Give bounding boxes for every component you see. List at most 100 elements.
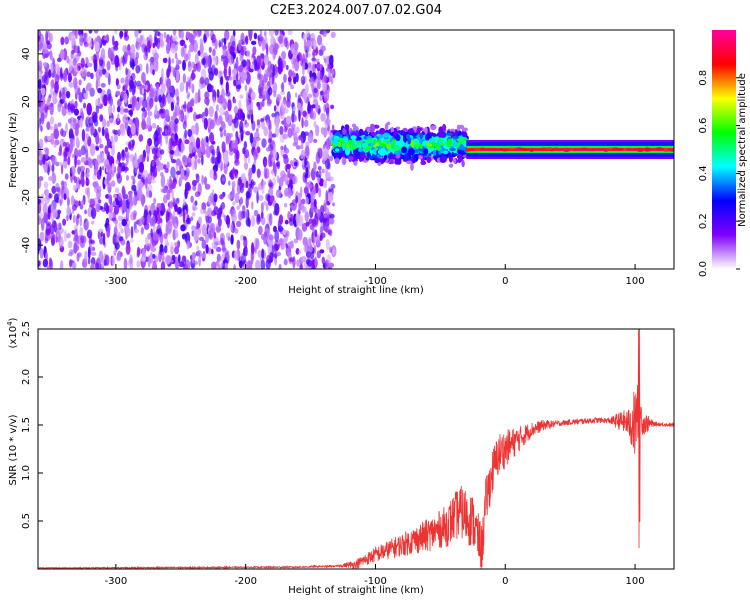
spectrogram-cell (185, 80, 189, 94)
spectrogram-cell (324, 93, 330, 99)
spectrogram-cell (76, 159, 81, 166)
spectrogram-cell (317, 147, 323, 159)
y-tick-label: 40 (21, 48, 32, 61)
spectrogram-cell (86, 172, 90, 178)
spectrogram-cell (208, 105, 214, 118)
figure-title: C2E3.2024.007.07.02.G04 (270, 3, 442, 18)
spectrogram-cell (250, 64, 254, 70)
y-tick-label: 0.5 (21, 513, 32, 529)
spectrogram-cell (271, 112, 276, 118)
spectrogram-cell (45, 30, 49, 44)
spectrogram-cell (39, 248, 44, 259)
spectrogram-cell (169, 212, 173, 220)
spectrogram-cell (458, 143, 465, 152)
spectrogram-cell (234, 113, 240, 121)
spectrogram-cell (191, 83, 195, 94)
spectrogram-cell (325, 238, 330, 251)
spectrogram-cell (291, 112, 295, 124)
spectrogram-cell (186, 240, 190, 250)
spectrogram-cell (414, 138, 419, 144)
spectrogram-cell (127, 118, 133, 125)
spectrogram-cell (79, 33, 84, 47)
spectrogram-cell (131, 139, 136, 147)
spectrogram-cell (122, 45, 127, 53)
spectrogram-cell (111, 163, 115, 172)
spectrogram-cell (145, 177, 148, 190)
spectrogram-cell (281, 59, 287, 68)
spectrogram-cell (147, 204, 151, 213)
spectrogram-cell (430, 125, 436, 130)
y-tick-label: 0 (21, 146, 32, 152)
spectrogram-cell (195, 225, 199, 230)
spectrogram-cell (133, 159, 139, 169)
spectrogram-cell (122, 55, 125, 67)
spectrogram-cell (145, 186, 150, 199)
spectrogram-cell (106, 88, 112, 102)
spectrogram-cell (215, 246, 222, 253)
spectrogram-cell (86, 167, 90, 174)
spectrogram-cell (313, 120, 317, 128)
spectrogram-cell (181, 30, 184, 40)
spectrogram-cell (137, 180, 143, 193)
snr-panel: -300 -200 -100 0 100 0.5 1.0 1.5 2.0 2.5 Height … (6, 317, 675, 596)
snr-frame (37, 328, 675, 570)
spectrogram-cell (293, 41, 299, 51)
spectrogram-cell (291, 127, 295, 136)
spectrogram-cell (205, 145, 211, 159)
spectrogram-cell (98, 199, 102, 204)
spectrogram-cell (192, 111, 198, 122)
spectrogram-cell (163, 31, 167, 39)
spectrogram-cell (207, 209, 211, 215)
spectrogram-cell (236, 239, 241, 250)
spectrogram-cell (269, 195, 273, 203)
spectrogram-cell (298, 135, 302, 141)
spectrogram-cell (184, 187, 188, 200)
spectrogram-cell (358, 128, 364, 136)
spectrogram-cell (178, 113, 183, 122)
spectrogram-cell (87, 36, 93, 45)
spectrogram-cell (313, 39, 317, 50)
spectrogram-cell (309, 251, 315, 260)
spectrogram-cell (315, 170, 319, 178)
spectrogram-cell (200, 253, 206, 259)
spectrogram-cell (401, 146, 407, 154)
spectrogram-cell (85, 126, 90, 132)
spectrogram-cell (233, 79, 237, 87)
spectrogram-cell (38, 78, 42, 90)
spectrogram-cell (44, 237, 49, 244)
spectrogram-cell (414, 148, 420, 154)
spectrogram-cell (118, 222, 123, 229)
spectrogram-cell (535, 147, 540, 150)
spectrogram-cell (174, 241, 180, 247)
spectrogram-cell (138, 96, 143, 108)
spectrogram-cell (283, 236, 289, 242)
spectrogram-cell (242, 68, 248, 73)
colorbar-tick-label: 0.8 (698, 70, 709, 86)
spectrogram-cell (50, 86, 53, 98)
spectrogram-cell (171, 158, 177, 164)
spectrogram-cell (242, 247, 246, 256)
spectrogram-cell (171, 254, 176, 261)
spectrogram-cell (125, 75, 130, 88)
spectrogram-cell (189, 42, 195, 53)
spectrogram-cell (309, 183, 313, 189)
spectrogram-cell (361, 142, 369, 149)
spectrogram-cell (175, 174, 179, 179)
spectrogram-cell (260, 202, 264, 213)
spectrogram-cell (80, 57, 85, 68)
spectrogram-x-ticks: -300 -200 -100 0 100 (105, 264, 645, 287)
spectrogram-cell (219, 194, 224, 200)
spectrogram-cell (135, 41, 141, 51)
spectrogram-cell (170, 241, 174, 253)
spectrogram-x-label: Height of straight line (km) (288, 285, 424, 296)
spectrogram-cell (168, 86, 173, 93)
spectrogram-cell (81, 67, 88, 78)
spectrogram-cell (113, 129, 119, 135)
spectrogram-cell (350, 135, 357, 140)
spectrogram-cell (251, 201, 254, 210)
spectrogram-cell (312, 63, 315, 73)
spectrogram-cell (93, 30, 99, 34)
spectrogram-cell (263, 57, 270, 66)
spectrogram-cell (59, 49, 65, 60)
spectrogram-cell (124, 31, 128, 38)
